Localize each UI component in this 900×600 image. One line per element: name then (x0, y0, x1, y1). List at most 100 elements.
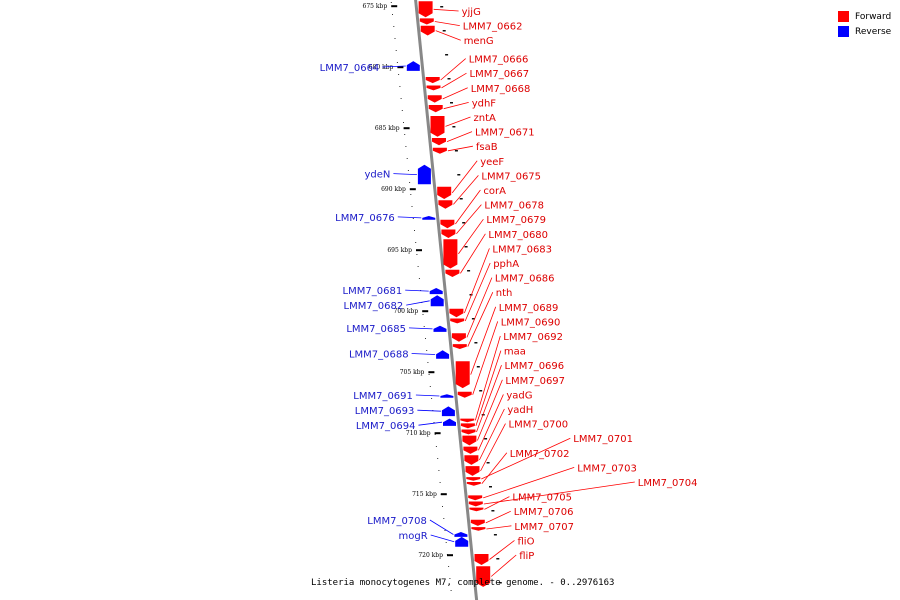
leader-yjjG (433, 8, 459, 12)
guide-dot (392, 14, 393, 15)
leader-LMM7_0679 (458, 218, 484, 255)
gene-yjjG (418, 1, 433, 18)
leader-LMM7_0706 (485, 510, 511, 524)
guide-dot (435, 446, 437, 447)
gene-label-LMM7_0707: LMM7_0707 (514, 522, 574, 533)
gene-label-LMM7_0667: LMM7_0667 (470, 69, 530, 80)
guide-dot (400, 98, 402, 99)
gene-label-corA: corA (483, 186, 506, 197)
gene-LMM7_0681 (429, 288, 443, 295)
gene-label-LMM7_0691: LMM7_0691 (353, 391, 413, 402)
leader-ydhF (443, 102, 469, 110)
guide-dot (416, 254, 418, 255)
guide-dot (409, 182, 411, 183)
gene-ydhF (428, 105, 443, 113)
leader-zntA (445, 116, 471, 127)
tick-label: 715 kbp (412, 491, 437, 498)
leader-LMM7_0704 (483, 481, 635, 505)
gene-LMM7_0679 (443, 239, 458, 269)
gene-label-LMM7_0680: LMM7_0680 (488, 230, 548, 241)
leader-LMM7_0707 (486, 525, 512, 530)
gene-LMM7_0682 (430, 295, 444, 307)
gene-label-LMM7_0676: LMM7_0676 (335, 213, 395, 224)
leader-yadH (479, 408, 505, 461)
leader-LMM7_0691 (415, 394, 440, 397)
gene-label-LMM7_0689: LMM7_0689 (499, 303, 559, 314)
forward-swatch (838, 11, 849, 22)
gene-corA (440, 219, 455, 229)
guide-dot (448, 566, 450, 567)
gene-label-ydeN: ydeN (364, 170, 390, 181)
guide-dash (457, 174, 461, 176)
leader-LMM7_0668 (442, 87, 468, 100)
tick-label: 680 kbp (369, 64, 394, 71)
guide-dot (423, 326, 425, 327)
guide-dash (491, 510, 495, 512)
gene-label-LMM7_0692: LMM7_0692 (503, 332, 563, 343)
leader-LMM7_0694 (418, 421, 443, 426)
gene-LMM7_0692 (460, 418, 475, 423)
guide-dash (493, 534, 497, 536)
gene-LMM7_0683 (449, 308, 464, 318)
reverse-swatch (838, 26, 849, 37)
guide-dash (452, 126, 456, 128)
gene-label-LMM7_0664: LMM7_0664 (320, 63, 380, 74)
guide-dash (496, 558, 500, 560)
leader-LMM7_0682 (406, 300, 430, 306)
leader-LMM7_0689 (470, 306, 497, 375)
leader-LMM7_0700 (480, 423, 506, 472)
legend-label-forward: Forward (855, 11, 892, 22)
gene-LMM7_0678 (441, 229, 456, 238)
tick-mark (428, 371, 435, 374)
gene-label-LMM7_0675: LMM7_0675 (481, 171, 541, 182)
leader-pphA (464, 262, 491, 322)
gene-label-ydhF: ydhF (472, 98, 497, 109)
gene-LMM7_0705 (469, 507, 484, 512)
gene-LMM7_0697 (462, 435, 477, 446)
guide-dot (438, 470, 440, 471)
guide-dash (476, 366, 480, 368)
gene-LMM7_0708 (454, 532, 468, 537)
gene-label-LMM7_0703: LMM7_0703 (577, 463, 637, 474)
guide-dot (443, 518, 445, 519)
leader-LMM7_0693 (417, 409, 441, 412)
guide-dot (431, 398, 433, 399)
gene-yeeF (437, 186, 452, 199)
guide-dash (498, 582, 502, 584)
gene-fliP (476, 566, 491, 587)
guide-dot (428, 374, 430, 375)
gene-label-LMM7_0700: LMM7_0700 (509, 420, 569, 431)
gene-LMM7_0671 (432, 138, 446, 146)
leader-menG (435, 30, 461, 41)
gene-label-fliO: fliO (518, 536, 535, 547)
guide-dot (404, 134, 406, 135)
gene-label-LMM7_0688: LMM7_0688 (349, 350, 409, 361)
guide-dot (429, 386, 431, 387)
gene-label-zntA: zntA (474, 113, 497, 124)
leader-LMM7_0701 (481, 437, 571, 480)
guide-dot (426, 350, 428, 351)
gene-label-LMM7_0690: LMM7_0690 (501, 317, 561, 328)
guide-dot (399, 86, 401, 87)
guide-dash (440, 6, 444, 8)
guide-dot (437, 458, 439, 459)
guide-dot (422, 314, 424, 315)
leader-LMM7_0692 (474, 335, 501, 421)
leader-LMM7_0690 (472, 321, 499, 395)
guide-dash (459, 198, 463, 200)
gene-pphA (450, 318, 465, 324)
gene-LMM7_0667 (426, 85, 441, 91)
tick-label: 675 kbp (363, 3, 388, 10)
gene-label-LMM7_0678: LMM7_0678 (484, 201, 544, 212)
tick-mark (434, 432, 441, 435)
gene-LMM7_0694 (443, 418, 456, 426)
guide-dot (401, 110, 403, 111)
leader-nth (467, 292, 494, 347)
guide-dot (444, 530, 446, 531)
guide-dot (414, 230, 415, 231)
gene-label-LMM7_0694: LMM7_0694 (356, 421, 416, 432)
leader-LMM7_0678 (456, 204, 482, 234)
leader-yadG (478, 394, 504, 451)
guide-dash (469, 294, 473, 296)
tick-mark (403, 127, 410, 130)
